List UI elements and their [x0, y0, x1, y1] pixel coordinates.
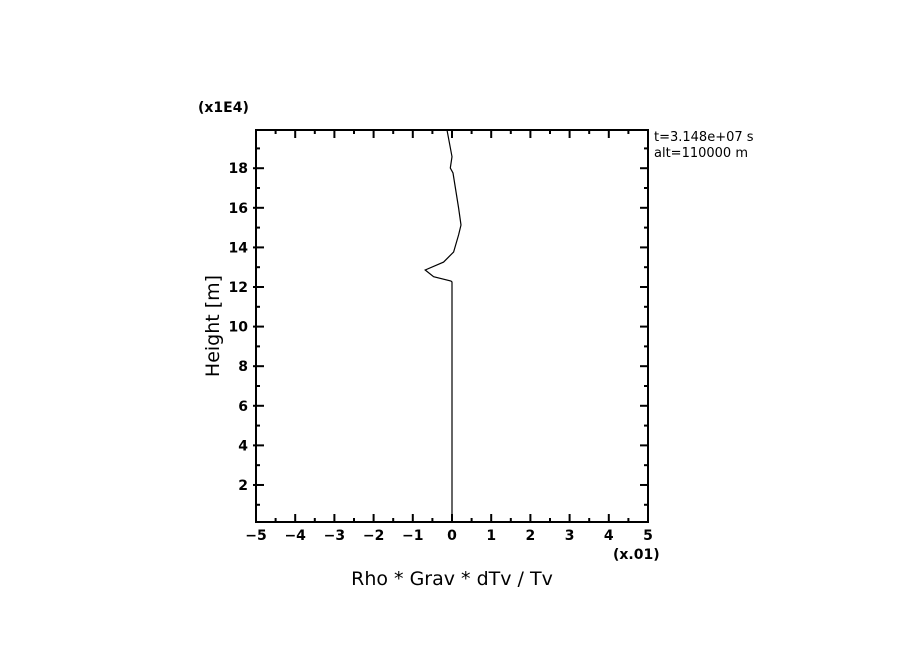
x-axis-title: Rho * Grav * dTv / Tv — [351, 568, 553, 590]
annotation-time: t=3.148e+07 s — [654, 130, 754, 145]
y-axis-title: Height [m] — [202, 275, 224, 377]
series-line — [424, 129, 462, 522]
x-tick-label: −5 — [245, 528, 266, 544]
y-tick-label: 10 — [229, 320, 249, 336]
y-tick-label: 18 — [229, 161, 248, 177]
y-tick-label: 12 — [229, 280, 248, 296]
y-tick-label: 16 — [229, 201, 248, 217]
annotation-alt: alt=110000 m — [654, 146, 748, 161]
y-tick-label: 8 — [238, 359, 248, 375]
x-multiplier-label: (x.01) — [613, 547, 660, 563]
x-tick-label: −2 — [363, 528, 384, 544]
y-tick-label: 4 — [238, 438, 248, 454]
y-multiplier-label: (x1E4) — [198, 100, 249, 116]
x-tick-label: 0 — [447, 528, 457, 544]
x-tick-label: −4 — [284, 528, 306, 544]
x-tick-label: 1 — [486, 528, 496, 544]
x-tick-label: 5 — [643, 528, 653, 544]
x-tick-label: 4 — [604, 528, 614, 544]
ticks — [253, 130, 649, 522]
y-tick-label: 6 — [238, 399, 248, 415]
x-tick-label: 2 — [526, 528, 536, 544]
x-tick-label: −3 — [324, 528, 345, 544]
x-tick-label: 3 — [565, 528, 575, 544]
y-tick-label: 2 — [238, 478, 248, 494]
x-tick-label: −1 — [402, 528, 423, 544]
y-tick-label: 14 — [229, 240, 249, 256]
